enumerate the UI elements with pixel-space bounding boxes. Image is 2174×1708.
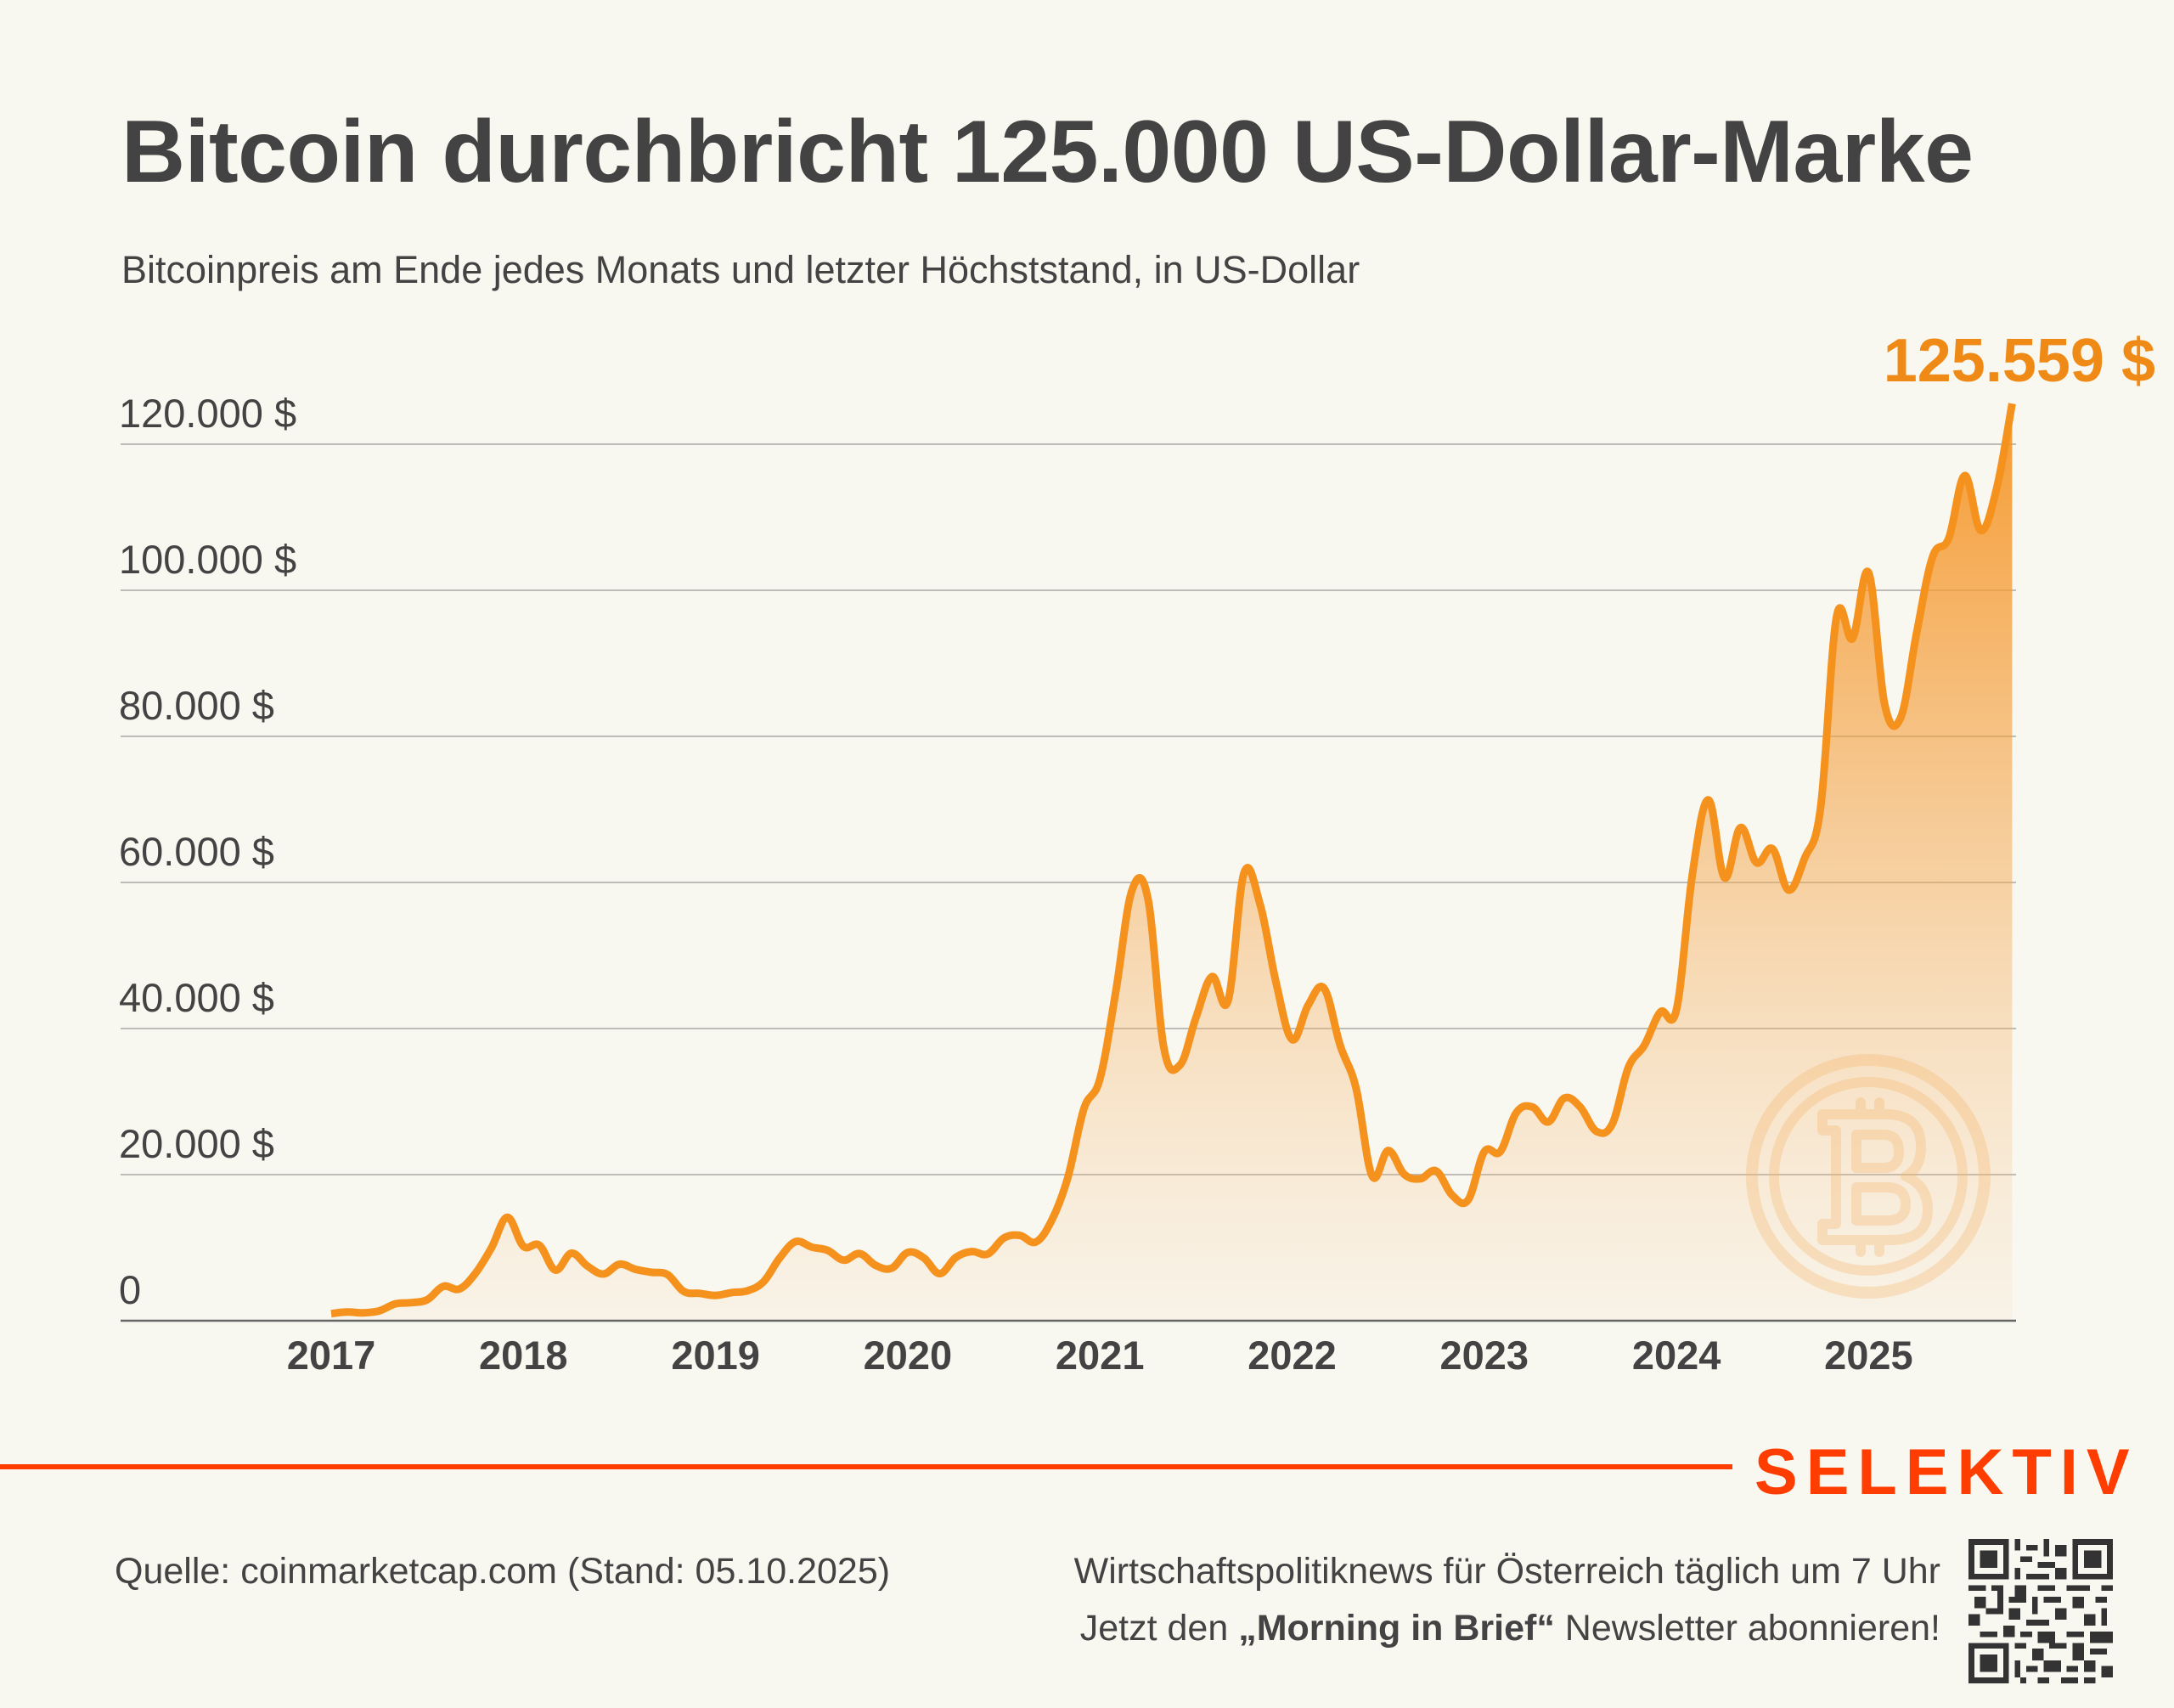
promo-post: Newsletter abonnieren! <box>1554 1608 1940 1649</box>
chart-title: Bitcoin durchbricht 125.000 US-Dollar-Ma… <box>121 103 1974 201</box>
chart: 0 20.000 $ 40.000 $ 60.000 $ 80.000 $ 100.000… <box>119 327 2155 1378</box>
x-tick-label: 2023 <box>1440 1333 1529 1378</box>
x-tick-label: 2019 <box>671 1333 760 1378</box>
y-tick-label: 120.000 $ <box>119 391 296 436</box>
x-tick-label: 2024 <box>1632 1333 1721 1378</box>
x-tick-label: 2025 <box>1824 1333 1913 1378</box>
y-tick-label: 100.000 $ <box>119 537 296 582</box>
x-tick-label: 2018 <box>479 1333 568 1378</box>
y-axis-labels: 0 20.000 $ 40.000 $ 60.000 $ 80.000 $ 100.000… <box>119 391 296 1312</box>
newsletter-promo-line1: Wirtschaftspolitiknews für Österreich tä… <box>1073 1551 1940 1592</box>
y-tick-label: 60.000 $ <box>119 829 274 874</box>
price-area <box>331 403 2013 1322</box>
footer-divider <box>0 1464 1732 1469</box>
x-tick-label: 2021 <box>1056 1333 1145 1378</box>
y-tick-label: 0 <box>119 1267 141 1312</box>
y-tick-label: 80.000 $ <box>119 683 274 728</box>
x-axis-labels: 2017 2018 2019 2020 2021 2022 2023 2024 2025 <box>287 1333 1913 1378</box>
price-line <box>330 403 2016 1318</box>
brand-logo: SELEKTIV <box>1754 1436 2138 1508</box>
x-tick-label: 2020 <box>864 1333 953 1378</box>
peak-value-label: 125.559 $ <box>1884 327 2155 395</box>
x-tick-label: 2022 <box>1248 1333 1337 1378</box>
newsletter-promo-line2[interactable]: Jetzt den „Morning in Brief“ Newsletter … <box>1080 1608 1940 1649</box>
promo-pre: Jetzt den <box>1079 1608 1239 1649</box>
source-note: Quelle: coinmarketcap.com (Stand: 05.10.… <box>115 1551 891 1592</box>
newsletter-name: „Morning in Brief“ <box>1238 1608 1555 1649</box>
y-tick-label: 40.000 $ <box>119 975 274 1020</box>
y-tick-label: 20.000 $ <box>119 1121 274 1166</box>
x-tick-label: 2017 <box>287 1333 376 1378</box>
qr-code-icon[interactable] <box>1968 1534 2113 1688</box>
chart-subtitle: Bitcoinpreis am Ende jedes Monats und le… <box>121 248 1360 291</box>
